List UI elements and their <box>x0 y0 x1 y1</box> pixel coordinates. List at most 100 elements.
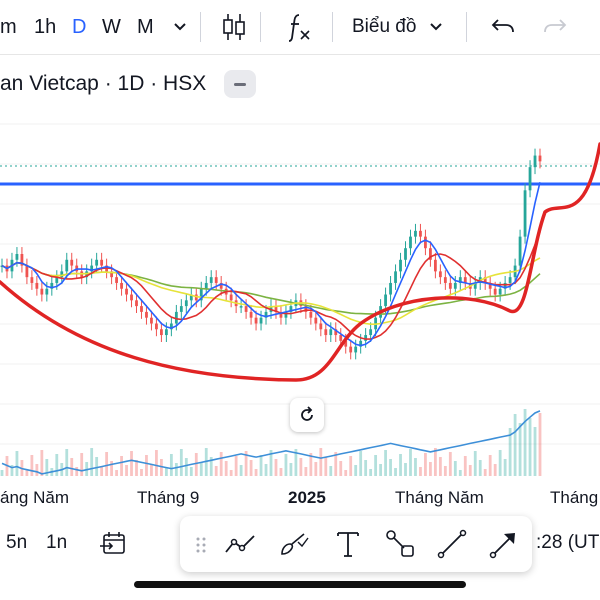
undo-icon[interactable] <box>490 12 516 42</box>
candlestick-icon[interactable] <box>221 11 247 41</box>
candle-body <box>179 306 183 312</box>
top-toolbar: m 1h D W M Biểu đồ <box>0 0 600 55</box>
volume-bar <box>209 457 213 476</box>
curve-drawing <box>0 142 600 382</box>
volume-bar <box>513 414 517 476</box>
shape-tool-icon[interactable] <box>382 526 418 562</box>
trend-pattern-tool-icon[interactable] <box>222 526 258 562</box>
volume-bar <box>80 453 84 476</box>
range-1d-button[interactable]: 1n <box>46 532 68 553</box>
volume-bar <box>164 468 168 476</box>
candle-body <box>135 300 138 307</box>
time-label: áng Năm <box>0 488 69 507</box>
volume-bar <box>90 448 94 476</box>
volume-bar <box>453 461 457 476</box>
calendar-goto-icon[interactable] <box>100 529 128 563</box>
volume-bar <box>314 462 318 476</box>
volume-bar <box>528 418 532 476</box>
reset-chart-button[interactable] <box>290 398 324 432</box>
text-tool-icon[interactable] <box>330 526 366 562</box>
candle-body <box>164 329 168 336</box>
volume-bar <box>15 451 19 476</box>
volume-bar <box>294 449 298 476</box>
timezone-clock[interactable]: :28 (UT <box>536 532 600 553</box>
candle-body <box>488 282 492 289</box>
volume-bar <box>269 450 273 476</box>
volume-bar <box>319 448 323 476</box>
volume-bar <box>234 456 238 476</box>
candle-body <box>199 288 203 301</box>
time-label: Tháng 9 <box>137 488 200 507</box>
candle-body <box>284 311 288 318</box>
volume-bar <box>30 455 34 476</box>
fx-icon[interactable] <box>286 11 314 42</box>
volume-bar <box>399 454 402 476</box>
candle-body <box>349 346 353 353</box>
interval-m[interactable]: m <box>0 16 17 38</box>
candle-body <box>429 248 432 260</box>
interval-m-month[interactable]: M <box>137 16 154 38</box>
volume-bar <box>155 450 158 476</box>
volume-bar <box>329 466 333 476</box>
ma-red-line <box>1 231 541 340</box>
price-chart[interactable] <box>0 104 600 484</box>
arrow-tool-icon[interactable] <box>486 526 522 562</box>
candle-body <box>120 282 123 289</box>
candle-body <box>538 155 542 162</box>
volume-bar <box>244 451 248 476</box>
volume-bar <box>65 449 69 476</box>
volume-bar <box>374 455 378 476</box>
candle-body <box>424 236 427 249</box>
candle-body <box>30 277 34 283</box>
volume-bar <box>194 453 198 476</box>
volume-bar <box>100 466 104 476</box>
drag-handle-icon[interactable] <box>186 526 222 562</box>
candle-body <box>204 282 208 289</box>
bottom-bar: 5n 1n :28 (UT <box>0 512 600 572</box>
volume-bar <box>334 452 338 476</box>
candle-body <box>419 230 422 237</box>
volume-bar <box>443 466 447 476</box>
collapse-legend-button[interactable] <box>224 70 256 98</box>
volume-bar <box>70 458 74 476</box>
interval-w[interactable]: W <box>102 16 121 38</box>
candle-body <box>70 259 74 266</box>
volume-ma-line <box>1 410 541 475</box>
volume-bar <box>145 455 148 476</box>
candle-body <box>334 329 338 336</box>
candle-body <box>448 282 452 289</box>
volume-bar <box>488 455 492 476</box>
volume-bar <box>259 455 263 476</box>
volume-bar <box>468 465 472 476</box>
volume-bar <box>45 459 49 476</box>
volume-bar <box>448 452 452 476</box>
interval-d[interactable]: D <box>72 16 87 38</box>
chart-type-menu-label[interactable]: Biểu đồ <box>352 16 417 37</box>
volume-bar <box>498 450 502 476</box>
candle-body <box>150 317 153 324</box>
volume-bar <box>0 470 4 476</box>
chevron-down-icon[interactable] <box>172 13 188 43</box>
candle-body <box>359 340 363 347</box>
candle-body <box>229 294 233 301</box>
candle-body <box>194 294 198 301</box>
volume-bar <box>150 464 153 476</box>
symbol-legend[interactable]: an Vietcap · 1D · HSX <box>0 72 207 95</box>
interval-1h[interactable]: 1h <box>34 16 57 38</box>
volume-bar <box>249 460 253 476</box>
chart-menu-chevron-icon[interactable] <box>428 13 444 43</box>
volume-bar <box>110 461 113 476</box>
volume-bar <box>179 449 183 476</box>
volume-bar <box>254 469 258 476</box>
candle-body <box>15 254 19 260</box>
range-5d-button[interactable]: 5n <box>6 532 28 553</box>
volume-bar <box>429 462 432 476</box>
candle-body <box>274 306 278 312</box>
redo-icon[interactable] <box>542 12 568 42</box>
brush-tool-icon[interactable] <box>276 526 312 562</box>
volume-bar <box>463 456 467 476</box>
candle-body <box>145 311 148 318</box>
line-tool-icon[interactable] <box>434 526 470 562</box>
candle-body <box>453 282 457 289</box>
volume-bar <box>523 409 527 476</box>
